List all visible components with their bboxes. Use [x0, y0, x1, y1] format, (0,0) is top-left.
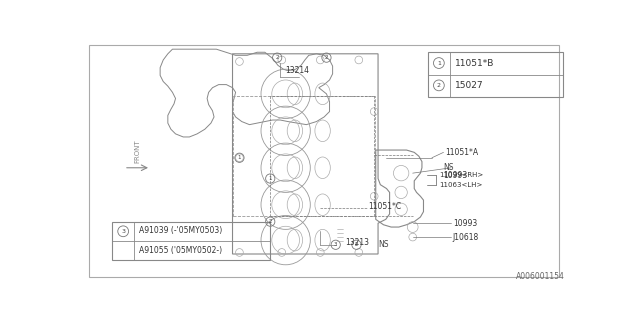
Text: 11051*B: 11051*B	[455, 59, 495, 68]
Text: 11063<LH>: 11063<LH>	[440, 182, 483, 188]
Text: 2: 2	[269, 219, 272, 224]
Text: 1: 1	[269, 176, 272, 181]
Text: 11051*C: 11051*C	[368, 202, 401, 211]
Text: FRONT: FRONT	[134, 140, 140, 163]
Bar	[428, 52, 563, 97]
Bar	[232, 96, 375, 215]
Text: 11051*A: 11051*A	[445, 148, 478, 157]
Text: A91039 (-'05MY0503): A91039 (-'05MY0503)	[140, 227, 223, 236]
Text: 2: 2	[275, 55, 279, 60]
Text: 13213: 13213	[345, 238, 369, 247]
Text: 1: 1	[437, 60, 441, 66]
Text: 2: 2	[355, 242, 358, 247]
Text: 2: 2	[437, 83, 441, 88]
Text: 15027: 15027	[455, 81, 484, 90]
Text: NS: NS	[444, 163, 454, 172]
Text: 10993: 10993	[444, 171, 468, 180]
Text: 1: 1	[237, 155, 241, 160]
Text: 3: 3	[334, 242, 337, 247]
Text: 13214: 13214	[285, 66, 310, 75]
Text: A91055 ('05MY0502-): A91055 ('05MY0502-)	[140, 246, 223, 255]
Text: A006001154: A006001154	[516, 272, 565, 281]
Text: 10993: 10993	[452, 219, 477, 228]
Text: J10618: J10618	[452, 233, 479, 242]
Text: NS: NS	[378, 240, 388, 249]
Text: 2: 2	[324, 55, 328, 60]
Text: 3: 3	[121, 229, 125, 234]
Text: 11039<RH>: 11039<RH>	[440, 172, 484, 179]
Bar	[113, 222, 270, 260]
